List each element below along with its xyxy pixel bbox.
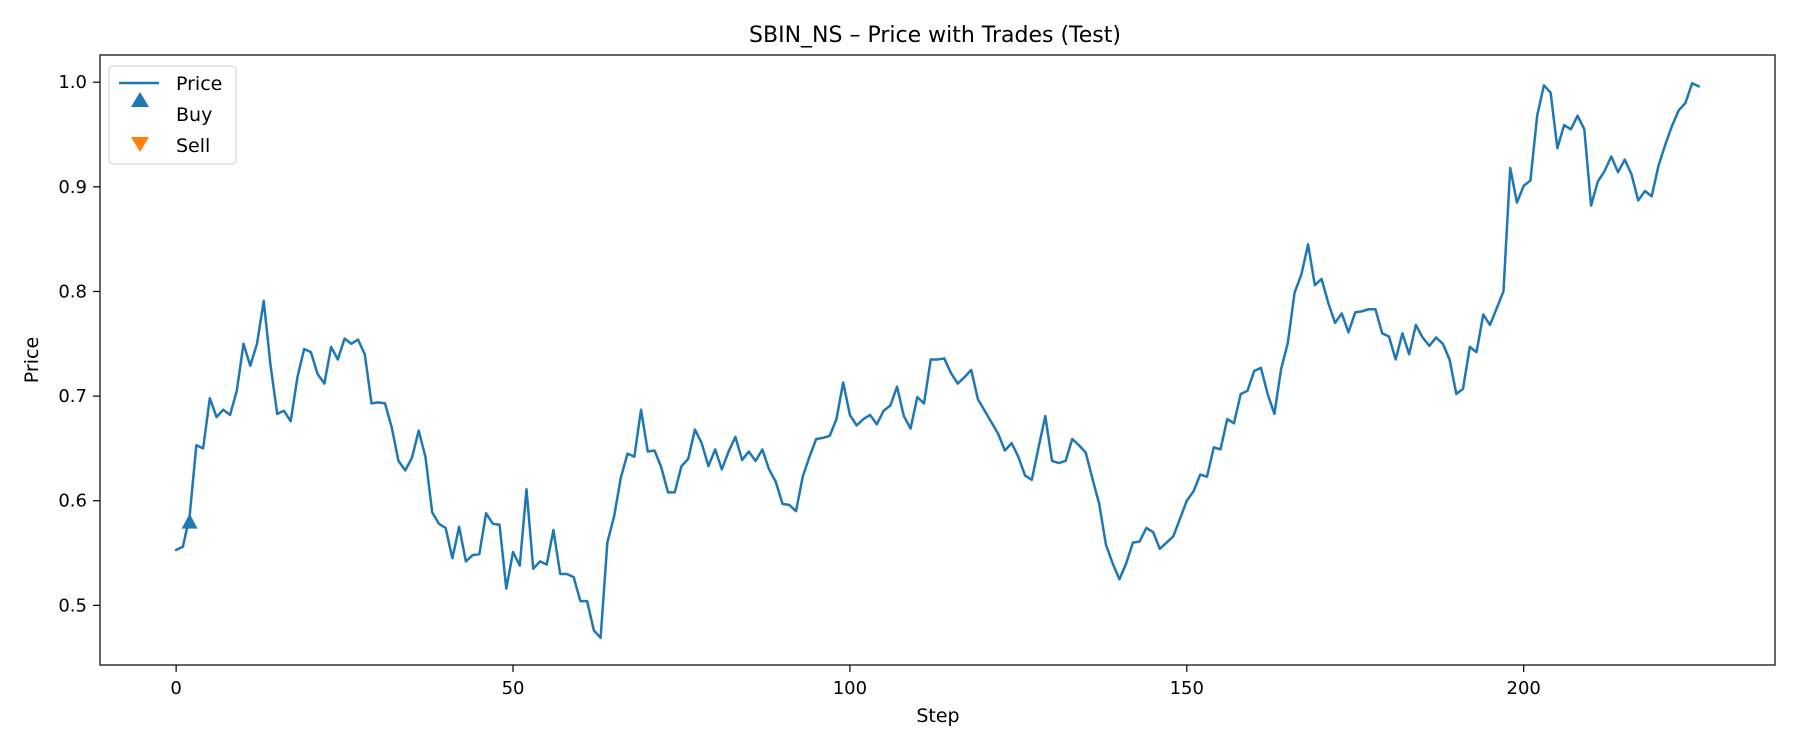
x-tick-label: 150 bbox=[1170, 678, 1204, 699]
y-axis-label: Price bbox=[21, 337, 43, 383]
y-tick-label: 0.7 bbox=[58, 386, 87, 407]
x-tick-label: 200 bbox=[1507, 678, 1541, 699]
legend: Price Buy Sell bbox=[108, 65, 237, 165]
x-tick-label: 50 bbox=[502, 678, 525, 699]
x-axis: 0 50 100 150 200 bbox=[170, 665, 1541, 699]
x-tick-label: 100 bbox=[833, 678, 867, 699]
legend-sell-label: Sell bbox=[176, 135, 210, 157]
chart-title: SBIN_NS – Price with Trades (Test) bbox=[749, 23, 1121, 48]
x-tick-label: 0 bbox=[170, 678, 181, 699]
legend-price-label: Price bbox=[176, 73, 222, 95]
x-axis-label: Step bbox=[916, 705, 959, 727]
y-tick-label: 1.0 bbox=[58, 72, 87, 93]
price-line bbox=[174, 82, 1701, 640]
plot-area bbox=[174, 82, 1701, 640]
buy-marker bbox=[181, 513, 198, 529]
legend-sell-marker bbox=[131, 137, 149, 152]
plot-frame bbox=[99, 54, 1776, 666]
legend-buy-marker bbox=[131, 92, 149, 107]
y-tick-label: 0.9 bbox=[58, 177, 87, 198]
y-tick-label: 0.6 bbox=[58, 491, 87, 512]
legend-buy-label: Buy bbox=[176, 104, 212, 126]
y-tick-label: 0.5 bbox=[58, 595, 87, 616]
y-tick-label: 0.8 bbox=[58, 281, 87, 302]
y-axis: 0.5 0.6 0.7 0.8 0.9 1.0 bbox=[58, 72, 100, 616]
